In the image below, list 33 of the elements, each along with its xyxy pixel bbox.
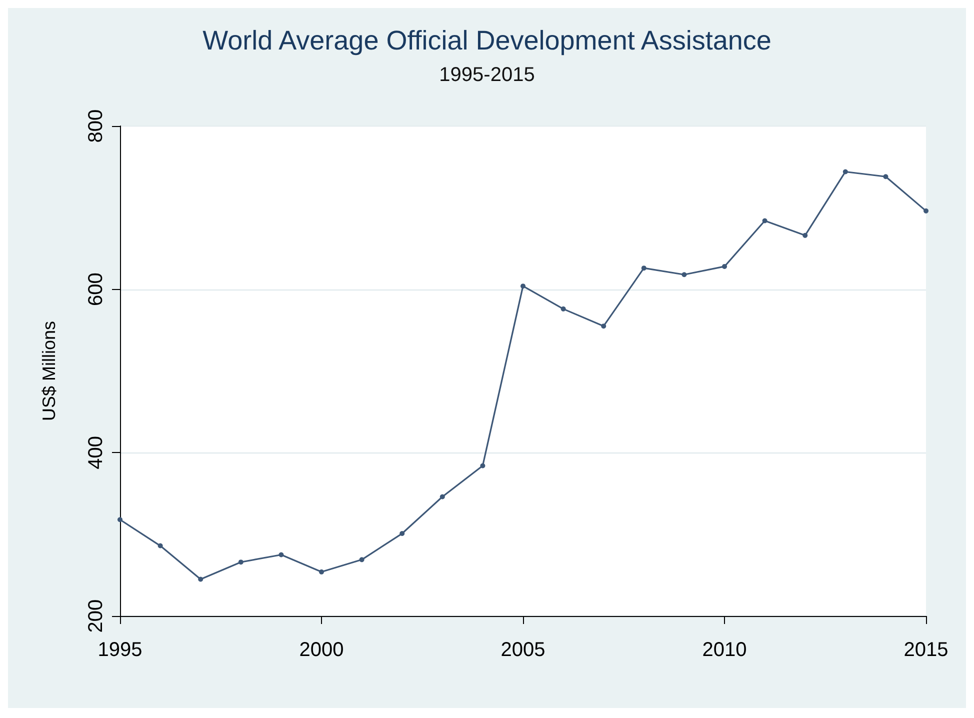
point bbox=[198, 576, 204, 582]
y-axis-title: US$ Millions bbox=[39, 320, 59, 422]
x-tick-label: 2005 bbox=[500, 639, 546, 661]
x-tick-label: 2015 bbox=[904, 639, 948, 661]
point bbox=[480, 463, 486, 468]
point bbox=[359, 557, 364, 562]
point bbox=[682, 272, 687, 278]
chart-title: World Average Official Development Assistance bbox=[202, 26, 772, 56]
y-tick-label: 400 bbox=[85, 436, 107, 470]
point bbox=[238, 560, 244, 565]
chart-subtitle: 1995-2015 bbox=[439, 64, 535, 86]
point bbox=[883, 174, 888, 180]
point bbox=[802, 232, 808, 238]
point bbox=[278, 552, 284, 558]
point bbox=[440, 494, 445, 500]
point bbox=[601, 324, 606, 329]
point bbox=[641, 266, 646, 271]
point bbox=[118, 517, 122, 522]
x-tick-label: 2000 bbox=[299, 639, 344, 661]
point bbox=[520, 284, 526, 289]
y-tick-label: 200 bbox=[85, 599, 107, 633]
point bbox=[722, 264, 727, 269]
point bbox=[400, 531, 405, 536]
point bbox=[158, 543, 163, 548]
x-tick-label: 2010 bbox=[702, 639, 747, 661]
point bbox=[924, 208, 928, 214]
point bbox=[842, 169, 848, 174]
y-tick-label: 800 bbox=[85, 109, 107, 143]
point bbox=[560, 306, 566, 312]
x-tick-label: 1995 bbox=[98, 639, 142, 661]
y-tick-label: 600 bbox=[85, 272, 107, 306]
point bbox=[319, 569, 324, 574]
point bbox=[762, 218, 768, 224]
